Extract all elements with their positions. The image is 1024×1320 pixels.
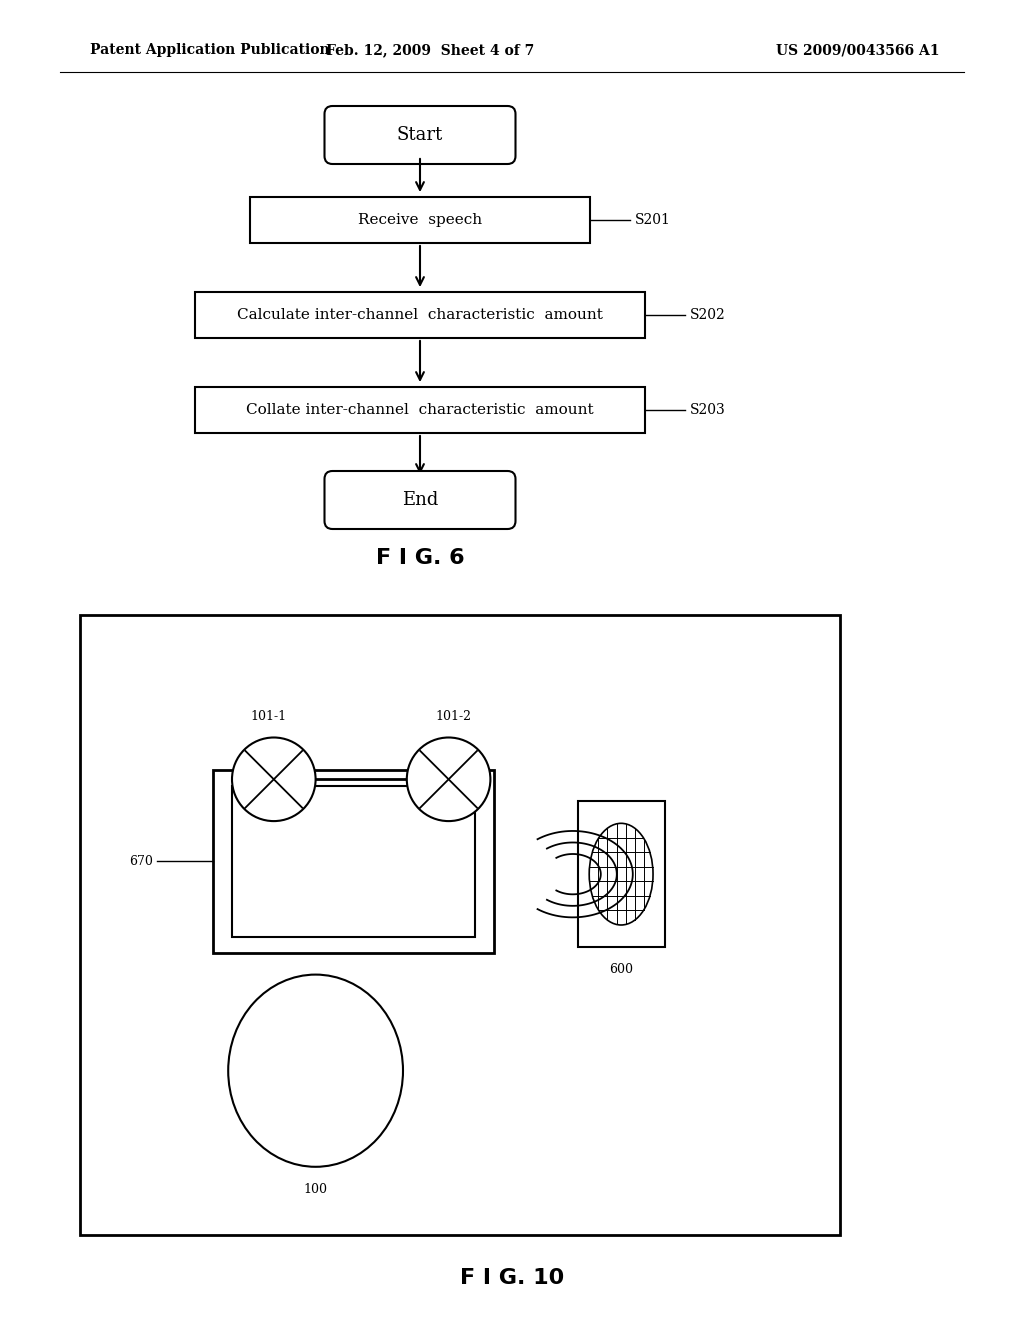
Circle shape bbox=[407, 738, 490, 821]
FancyBboxPatch shape bbox=[325, 471, 515, 529]
Text: S203: S203 bbox=[690, 403, 726, 417]
Text: Start: Start bbox=[397, 125, 443, 144]
Text: S201: S201 bbox=[635, 213, 671, 227]
Text: End: End bbox=[401, 491, 438, 510]
Text: 101-1: 101-1 bbox=[251, 710, 287, 723]
Text: S202: S202 bbox=[690, 308, 726, 322]
Bar bbox=[80, 615, 840, 1236]
Ellipse shape bbox=[228, 974, 403, 1167]
Text: Feb. 12, 2009  Sheet 4 of 7: Feb. 12, 2009 Sheet 4 of 7 bbox=[326, 44, 535, 57]
Bar bbox=[232, 785, 475, 937]
Bar bbox=[578, 801, 666, 946]
Bar bbox=[195, 292, 645, 338]
Text: 100: 100 bbox=[303, 1183, 328, 1196]
Text: 670: 670 bbox=[129, 855, 153, 869]
Text: 101-2: 101-2 bbox=[435, 710, 472, 723]
Text: 600: 600 bbox=[609, 962, 634, 975]
Text: F I G. 10: F I G. 10 bbox=[460, 1269, 564, 1288]
Text: Patent Application Publication: Patent Application Publication bbox=[90, 44, 330, 57]
Bar bbox=[250, 197, 590, 243]
Bar bbox=[213, 770, 495, 953]
Bar bbox=[195, 387, 645, 433]
Text: Collate inter-channel  characteristic  amount: Collate inter-channel characteristic amo… bbox=[246, 403, 594, 417]
Circle shape bbox=[232, 738, 315, 821]
Text: Receive  speech: Receive speech bbox=[358, 213, 482, 227]
Text: US 2009/0043566 A1: US 2009/0043566 A1 bbox=[776, 44, 940, 57]
FancyBboxPatch shape bbox=[325, 106, 515, 164]
Text: F I G. 6: F I G. 6 bbox=[376, 548, 464, 568]
Text: Calculate inter-channel  characteristic  amount: Calculate inter-channel characteristic a… bbox=[238, 308, 603, 322]
